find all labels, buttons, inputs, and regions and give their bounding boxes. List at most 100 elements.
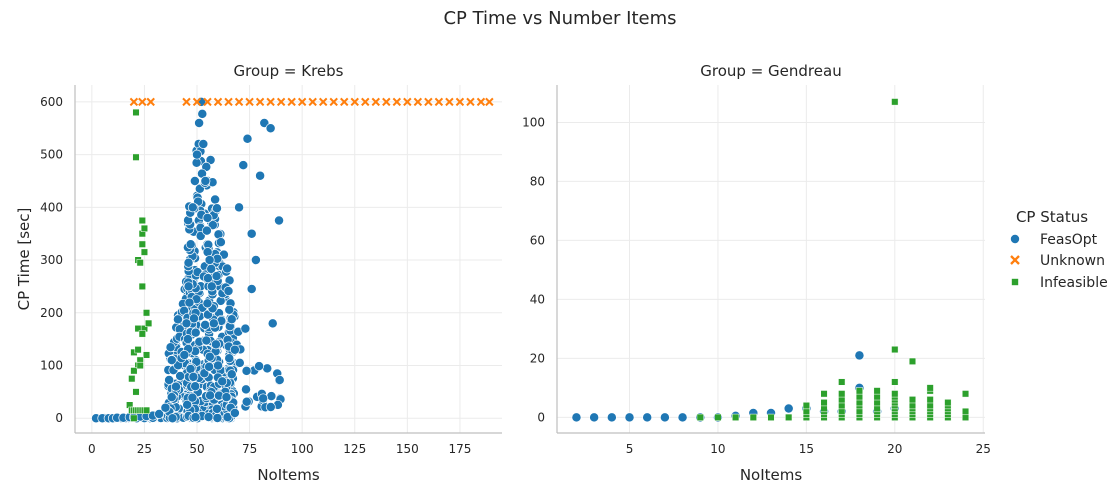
- point-feasopt: [187, 202, 198, 213]
- point-feasopt: [173, 314, 183, 325]
- point-feasopt: [154, 409, 165, 419]
- point-unknown: [476, 97, 486, 107]
- point-feasopt: [211, 271, 222, 282]
- x-tick-label: 75: [242, 442, 257, 456]
- point-feasopt: [204, 351, 215, 362]
- point-infeasible: [891, 390, 899, 398]
- point-unknown: [192, 97, 202, 107]
- point-infeasible: [767, 413, 775, 421]
- point-feasopt: [199, 368, 210, 379]
- point-feasopt: [204, 361, 215, 372]
- point-feasopt: [255, 170, 266, 181]
- point-feasopt: [624, 412, 635, 423]
- point-infeasible: [136, 259, 144, 267]
- point-feasopt: [206, 281, 217, 292]
- point-unknown: [245, 97, 254, 107]
- point-unknown: [297, 97, 307, 107]
- point-unknown: [466, 97, 475, 107]
- point-feasopt: [224, 304, 235, 315]
- point-feasopt: [589, 412, 600, 423]
- point-feasopt: [210, 339, 221, 350]
- point-feasopt: [267, 318, 278, 329]
- point-infeasible: [838, 390, 846, 398]
- point-feasopt: [226, 369, 237, 380]
- x-tick-label: 25: [137, 442, 152, 456]
- point-feasopt: [201, 225, 212, 236]
- point-unknown: [266, 97, 275, 107]
- point-infeasible: [132, 153, 140, 161]
- point-feasopt: [182, 399, 193, 410]
- point-feasopt: [202, 212, 213, 223]
- point-infeasible: [138, 330, 146, 338]
- point-unknown: [350, 97, 359, 107]
- point-infeasible: [926, 402, 934, 410]
- series-group: [91, 96, 494, 424]
- point-feasopt: [197, 108, 208, 119]
- point-feasopt: [181, 318, 192, 329]
- point-feasopt: [259, 118, 270, 128]
- legend-marker-feasopt: [1010, 233, 1021, 244]
- point-feasopt: [194, 118, 205, 128]
- point-infeasible: [873, 404, 881, 413]
- point-feasopt: [213, 360, 223, 371]
- point-unknown: [224, 97, 233, 107]
- y-axis-label: CP Time [sec]: [15, 208, 33, 311]
- point-feasopt: [221, 392, 232, 403]
- point-unknown: [255, 97, 265, 107]
- legend-marker-infeasible: [1011, 278, 1019, 286]
- point-feasopt: [234, 357, 245, 368]
- legend: CP Status FeasOpt Unknown Infeasible: [1010, 208, 1108, 291]
- point-feasopt: [210, 194, 221, 205]
- point-infeasible: [838, 396, 846, 404]
- x-tick-label: 0: [88, 442, 96, 456]
- point-infeasible: [132, 388, 140, 396]
- point-infeasible: [749, 413, 757, 421]
- point-infeasible: [891, 345, 899, 354]
- point-feasopt: [254, 361, 265, 372]
- x-tick-label: 15: [799, 442, 814, 456]
- y-tick-label: 600: [40, 95, 63, 109]
- y-tick-label: 0: [55, 411, 63, 425]
- point-infeasible: [855, 399, 863, 407]
- point-infeasible: [908, 396, 917, 404]
- point-feasopt: [677, 412, 688, 423]
- point-infeasible: [785, 413, 793, 421]
- legend-label-feasopt: FeasOpt: [1040, 232, 1098, 248]
- y-tick-label: 40: [530, 292, 545, 306]
- point-infeasible: [820, 399, 828, 407]
- point-feasopt: [188, 371, 199, 382]
- point-unknown: [445, 97, 454, 107]
- y-tick-label: 100: [522, 115, 545, 129]
- point-feasopt: [190, 412, 201, 423]
- point-feasopt: [854, 350, 865, 361]
- point-feasopt: [241, 384, 251, 395]
- point-feasopt: [166, 392, 177, 403]
- point-feasopt: [204, 255, 215, 266]
- point-unknown: [234, 97, 244, 107]
- point-infeasible: [136, 361, 144, 370]
- point-unknown: [203, 97, 212, 107]
- x-tick-label: 175: [448, 442, 471, 456]
- point-unknown: [182, 97, 191, 107]
- point-feasopt: [212, 412, 223, 423]
- x-tick-label: 25: [976, 442, 991, 456]
- point-feasopt: [198, 139, 209, 150]
- point-infeasible: [926, 396, 934, 404]
- point-feasopt: [240, 323, 251, 334]
- legend-label-unknown: Unknown: [1040, 253, 1105, 269]
- point-unknown: [434, 97, 444, 107]
- point-infeasible: [696, 413, 704, 421]
- point-feasopt: [212, 203, 222, 214]
- point-feasopt: [202, 298, 213, 309]
- point-feasopt: [642, 412, 653, 423]
- y-tick-label: 80: [530, 174, 545, 188]
- point-unknown: [413, 97, 423, 107]
- point-infeasible: [891, 378, 899, 386]
- point-feasopt: [175, 371, 186, 382]
- point-feasopt: [246, 284, 257, 295]
- x-axis-label: NoItems: [257, 466, 320, 484]
- point-infeasible: [961, 390, 970, 398]
- point-infeasible: [908, 357, 917, 365]
- point-unknown: [287, 97, 296, 107]
